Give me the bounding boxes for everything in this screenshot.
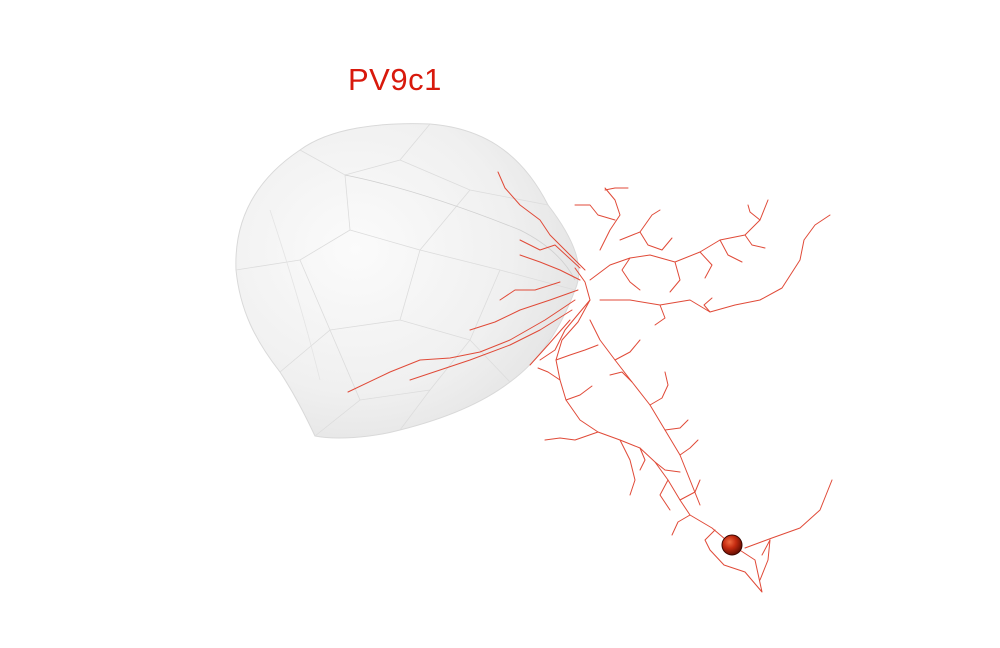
fiber-2 <box>469 289 579 331</box>
soma-branch-down <box>759 539 771 581</box>
arbor-upper-14 <box>654 304 666 326</box>
arbor-upper-10 <box>747 204 761 221</box>
fiber-7 <box>519 239 581 269</box>
region-mesh-body <box>235 123 580 439</box>
arbor-mid-11 <box>565 385 593 401</box>
axon-trunk <box>555 267 733 546</box>
arbor-mid-5 <box>679 479 701 501</box>
arbor-mid-2 <box>619 439 636 496</box>
neuron-id-label: PV9c1 <box>348 62 442 97</box>
arbor-mid-7 <box>664 419 689 431</box>
arbor-mid-12 <box>537 367 561 381</box>
fiber-4 <box>409 309 573 381</box>
soma-loop <box>704 529 763 593</box>
axon-trunk-2 <box>589 319 701 506</box>
arbor-upper-8 <box>719 239 743 263</box>
arbor-upper-11 <box>669 261 681 293</box>
arbor-mid-14 <box>679 439 699 456</box>
fiber-3 <box>347 299 576 393</box>
arbor-mid-9 <box>609 371 633 383</box>
arbor-upper-12 <box>699 251 713 279</box>
region-mesh-facets <box>235 123 576 437</box>
arbor-upper-13 <box>621 257 641 291</box>
fiber-1 <box>519 254 581 281</box>
arbor-upper-5 <box>574 204 616 221</box>
arbor-upper-15 <box>703 297 713 313</box>
arbor-upper-9 <box>744 234 766 249</box>
arbor-mid-8 <box>649 371 669 406</box>
arbor-upper-7 <box>639 231 673 251</box>
arbor-mid-15 <box>639 447 646 471</box>
arbor-mid-13 <box>555 344 599 361</box>
region-mesh[interactable] <box>235 123 580 439</box>
fiber-8 <box>539 299 591 361</box>
fiber-9 <box>499 281 561 301</box>
neuron-arbor[interactable] <box>347 171 833 593</box>
arbor-upper-4 <box>619 209 661 241</box>
fiber-6 <box>529 319 571 366</box>
arbor-mid-4 <box>659 479 671 511</box>
arbor-mid-3 <box>654 461 681 473</box>
soma-branch-right <box>744 479 833 549</box>
arbor-upper-1 <box>589 199 769 281</box>
arbor-upper-3 <box>599 187 621 251</box>
arbor-upper-2 <box>599 214 831 313</box>
fiber-5 <box>497 171 586 271</box>
arbor-upper-6 <box>604 187 629 191</box>
arbor-mid-1 <box>544 431 599 441</box>
soma-sphere-icon[interactable] <box>721 534 743 556</box>
arbor-mid-10 <box>614 339 641 361</box>
arbor-mid-6 <box>671 514 691 536</box>
